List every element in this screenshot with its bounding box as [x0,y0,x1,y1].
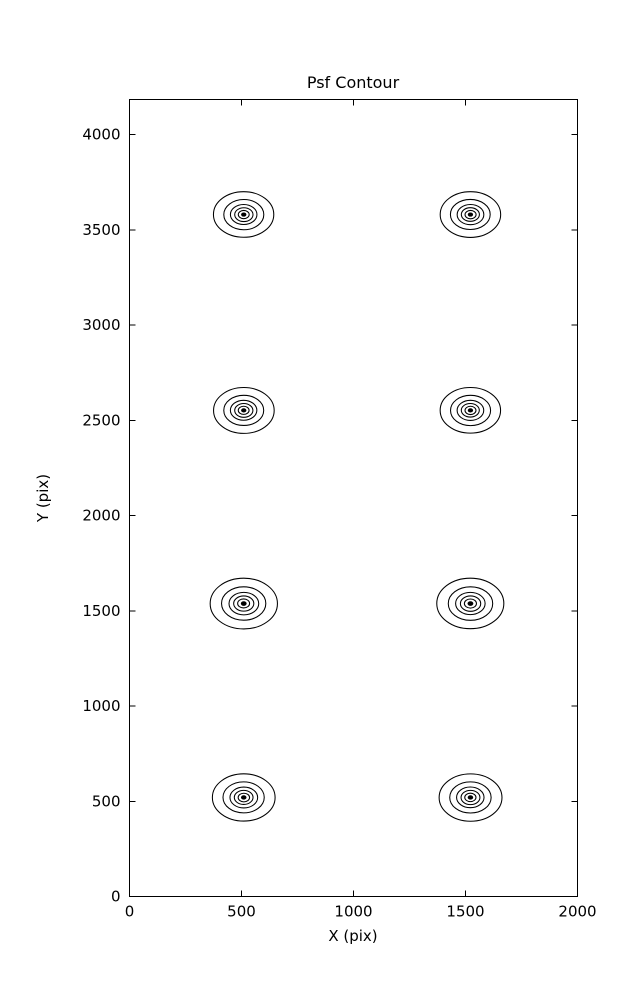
psf-contour-clusters [209,191,505,822]
contour-level-ring [449,394,492,427]
contour-level-ring [233,595,255,612]
psf-contour-cluster [211,773,276,822]
psf-contour-cluster [439,191,502,238]
contour-level-ring [464,209,477,220]
y-tick-label: 500 [92,792,121,810]
contour-level-ring [237,209,250,220]
contour-peak-core [240,795,247,800]
x-tick-label: 2000 [558,903,596,921]
contour-level-ring [456,399,485,421]
y-axis-ticks: 0 500 1000 1500 2000 2500 3000 3500 4000 [82,126,578,906]
contour-level-ring [222,781,265,814]
psf-contour-cluster [209,577,278,630]
contour-peak-core [467,212,474,217]
x-tick-label: 0 [125,903,135,921]
contour-level-ring [459,595,482,612]
y-tick-label: 3000 [82,316,120,334]
y-tick-label: 0 [111,888,121,906]
contour-level-ring [234,207,254,223]
contour-level-ring [229,203,258,226]
y-tick-label: 4000 [82,126,120,144]
contour-level-ring [212,191,275,238]
contour-level-ring [438,773,503,822]
contour-level-ring [234,403,254,418]
contour-peak-core [467,795,474,800]
y-tick-label: 3500 [82,221,120,239]
x-axis-ticks: 0 500 1000 1500 2000 [125,99,597,921]
contour-peak-core [467,601,474,606]
contour-level-ring [223,198,265,231]
contour-level-ring [237,405,250,415]
x-tick-label: 500 [227,903,256,921]
psf-contour-cluster [213,387,275,434]
contour-level-ring [233,789,254,805]
x-axis-label: X (pix) [328,927,377,945]
contour-level-ring [464,405,477,416]
x-tick-label: 1500 [446,903,484,921]
y-tick-label: 1000 [82,697,120,715]
x-tick-label: 1000 [334,903,372,921]
contour-level-ring [229,399,258,421]
contour-level-ring [449,198,491,231]
psf-contour-cluster [212,191,275,238]
contour-level-ring [464,792,477,803]
contour-level-ring [456,203,485,226]
contour-level-ring [439,386,502,434]
y-axis-label: Y (pix) [34,474,52,523]
contour-level-ring [237,792,251,803]
contour-peak-core [467,408,474,413]
contour-level-ring [455,591,486,616]
contour-level-ring [436,577,505,630]
contour-level-ring [211,773,276,822]
psf-contour-cluster [436,577,505,630]
psf-contour-cluster [439,386,502,434]
contour-peak-core [241,408,247,413]
page-title: Psf Contour [307,73,400,92]
contour-level-ring [460,207,480,222]
contour-level-ring [463,598,478,609]
contour-peak-core [240,601,247,606]
psf-contour-cluster [438,773,503,822]
y-tick-label: 1500 [82,602,120,620]
contour-level-ring [229,786,259,809]
contour-level-ring [449,781,492,814]
y-tick-label: 2000 [82,507,120,525]
contour-level-ring [460,402,480,418]
contour-level-ring [439,191,502,238]
contour-level-ring [237,598,251,609]
y-tick-label: 2500 [82,411,120,429]
contour-level-ring [447,586,494,621]
contour-level-ring [223,394,265,426]
contour-level-ring [209,577,278,630]
contour-level-ring [456,786,485,809]
contour-level-ring [228,591,260,616]
contour-peak-core [241,212,247,217]
contour-level-ring [460,789,481,806]
contour-level-ring [213,387,275,434]
contour-level-ring [221,586,267,621]
